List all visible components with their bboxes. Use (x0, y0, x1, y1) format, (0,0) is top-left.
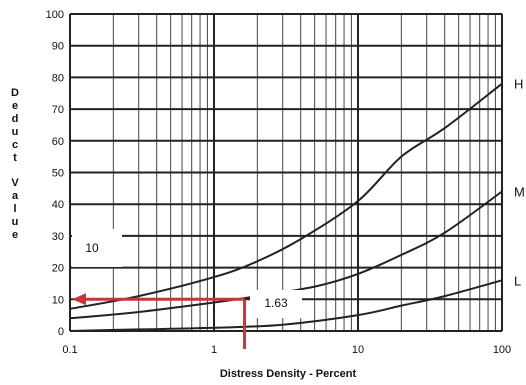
x-tick-labels: 0.1 1 10 100 (62, 344, 511, 356)
series-label-L: L (514, 273, 521, 288)
major-gridlines (69, 13, 503, 332)
x-tick-label: 10 (352, 344, 364, 356)
x-tick-label: 100 (493, 344, 511, 356)
y-tick-label: 90 (52, 41, 64, 53)
x-axis-title: Distress Density - Percent (220, 368, 357, 380)
y-tick-label: 20 (52, 263, 64, 275)
y-axis-title-char: u (12, 216, 19, 228)
y-tick-label: 60 (52, 136, 64, 148)
y-tick-label: 70 (52, 104, 64, 116)
series-label-H: H (514, 77, 523, 92)
box-value-box (72, 229, 122, 267)
y-tick-label: 100 (46, 9, 64, 21)
y-tick-label: 10 (52, 294, 64, 306)
annotation-layer: 101.63 (72, 229, 302, 318)
y-tick-label: 40 (52, 199, 64, 211)
box-value-label: 10 (85, 241, 99, 255)
y-axis-title-char: t (13, 152, 17, 164)
y-axis-title-char: c (12, 139, 18, 151)
density-value-box (250, 290, 302, 318)
reading-arrowhead (72, 293, 86, 306)
y-axis-title-char: l (13, 203, 16, 215)
series-line-M (69, 190, 503, 320)
y-tick-label: 80 (52, 72, 64, 84)
y-tick-label: 50 (52, 168, 64, 180)
x-tick-label: 0.1 (62, 344, 77, 356)
y-axis-title-char: d (12, 113, 19, 125)
y-axis-title-char: V (11, 177, 19, 189)
reading-arrow (72, 293, 247, 349)
y-axis-title-char: e (12, 229, 18, 241)
series-label-M: M (514, 185, 525, 200)
y-axis-title-char: D (11, 87, 19, 99)
y-axis-title-char: a (12, 190, 19, 202)
y-tick-label: 30 (52, 231, 64, 243)
y-axis-title-char: e (12, 100, 18, 112)
y-tick-label: 0 (58, 326, 64, 338)
density-value-label: 1.63 (264, 296, 288, 310)
series-line-L (69, 279, 503, 332)
x-tick-label: 1 (211, 344, 217, 356)
series-line-H (69, 82, 503, 310)
y-axis-title-char: u (12, 126, 19, 138)
y-tick-labels: 0 10 20 30 40 50 60 70 80 90 100 (46, 9, 64, 338)
series-layer: H M L (69, 77, 525, 332)
